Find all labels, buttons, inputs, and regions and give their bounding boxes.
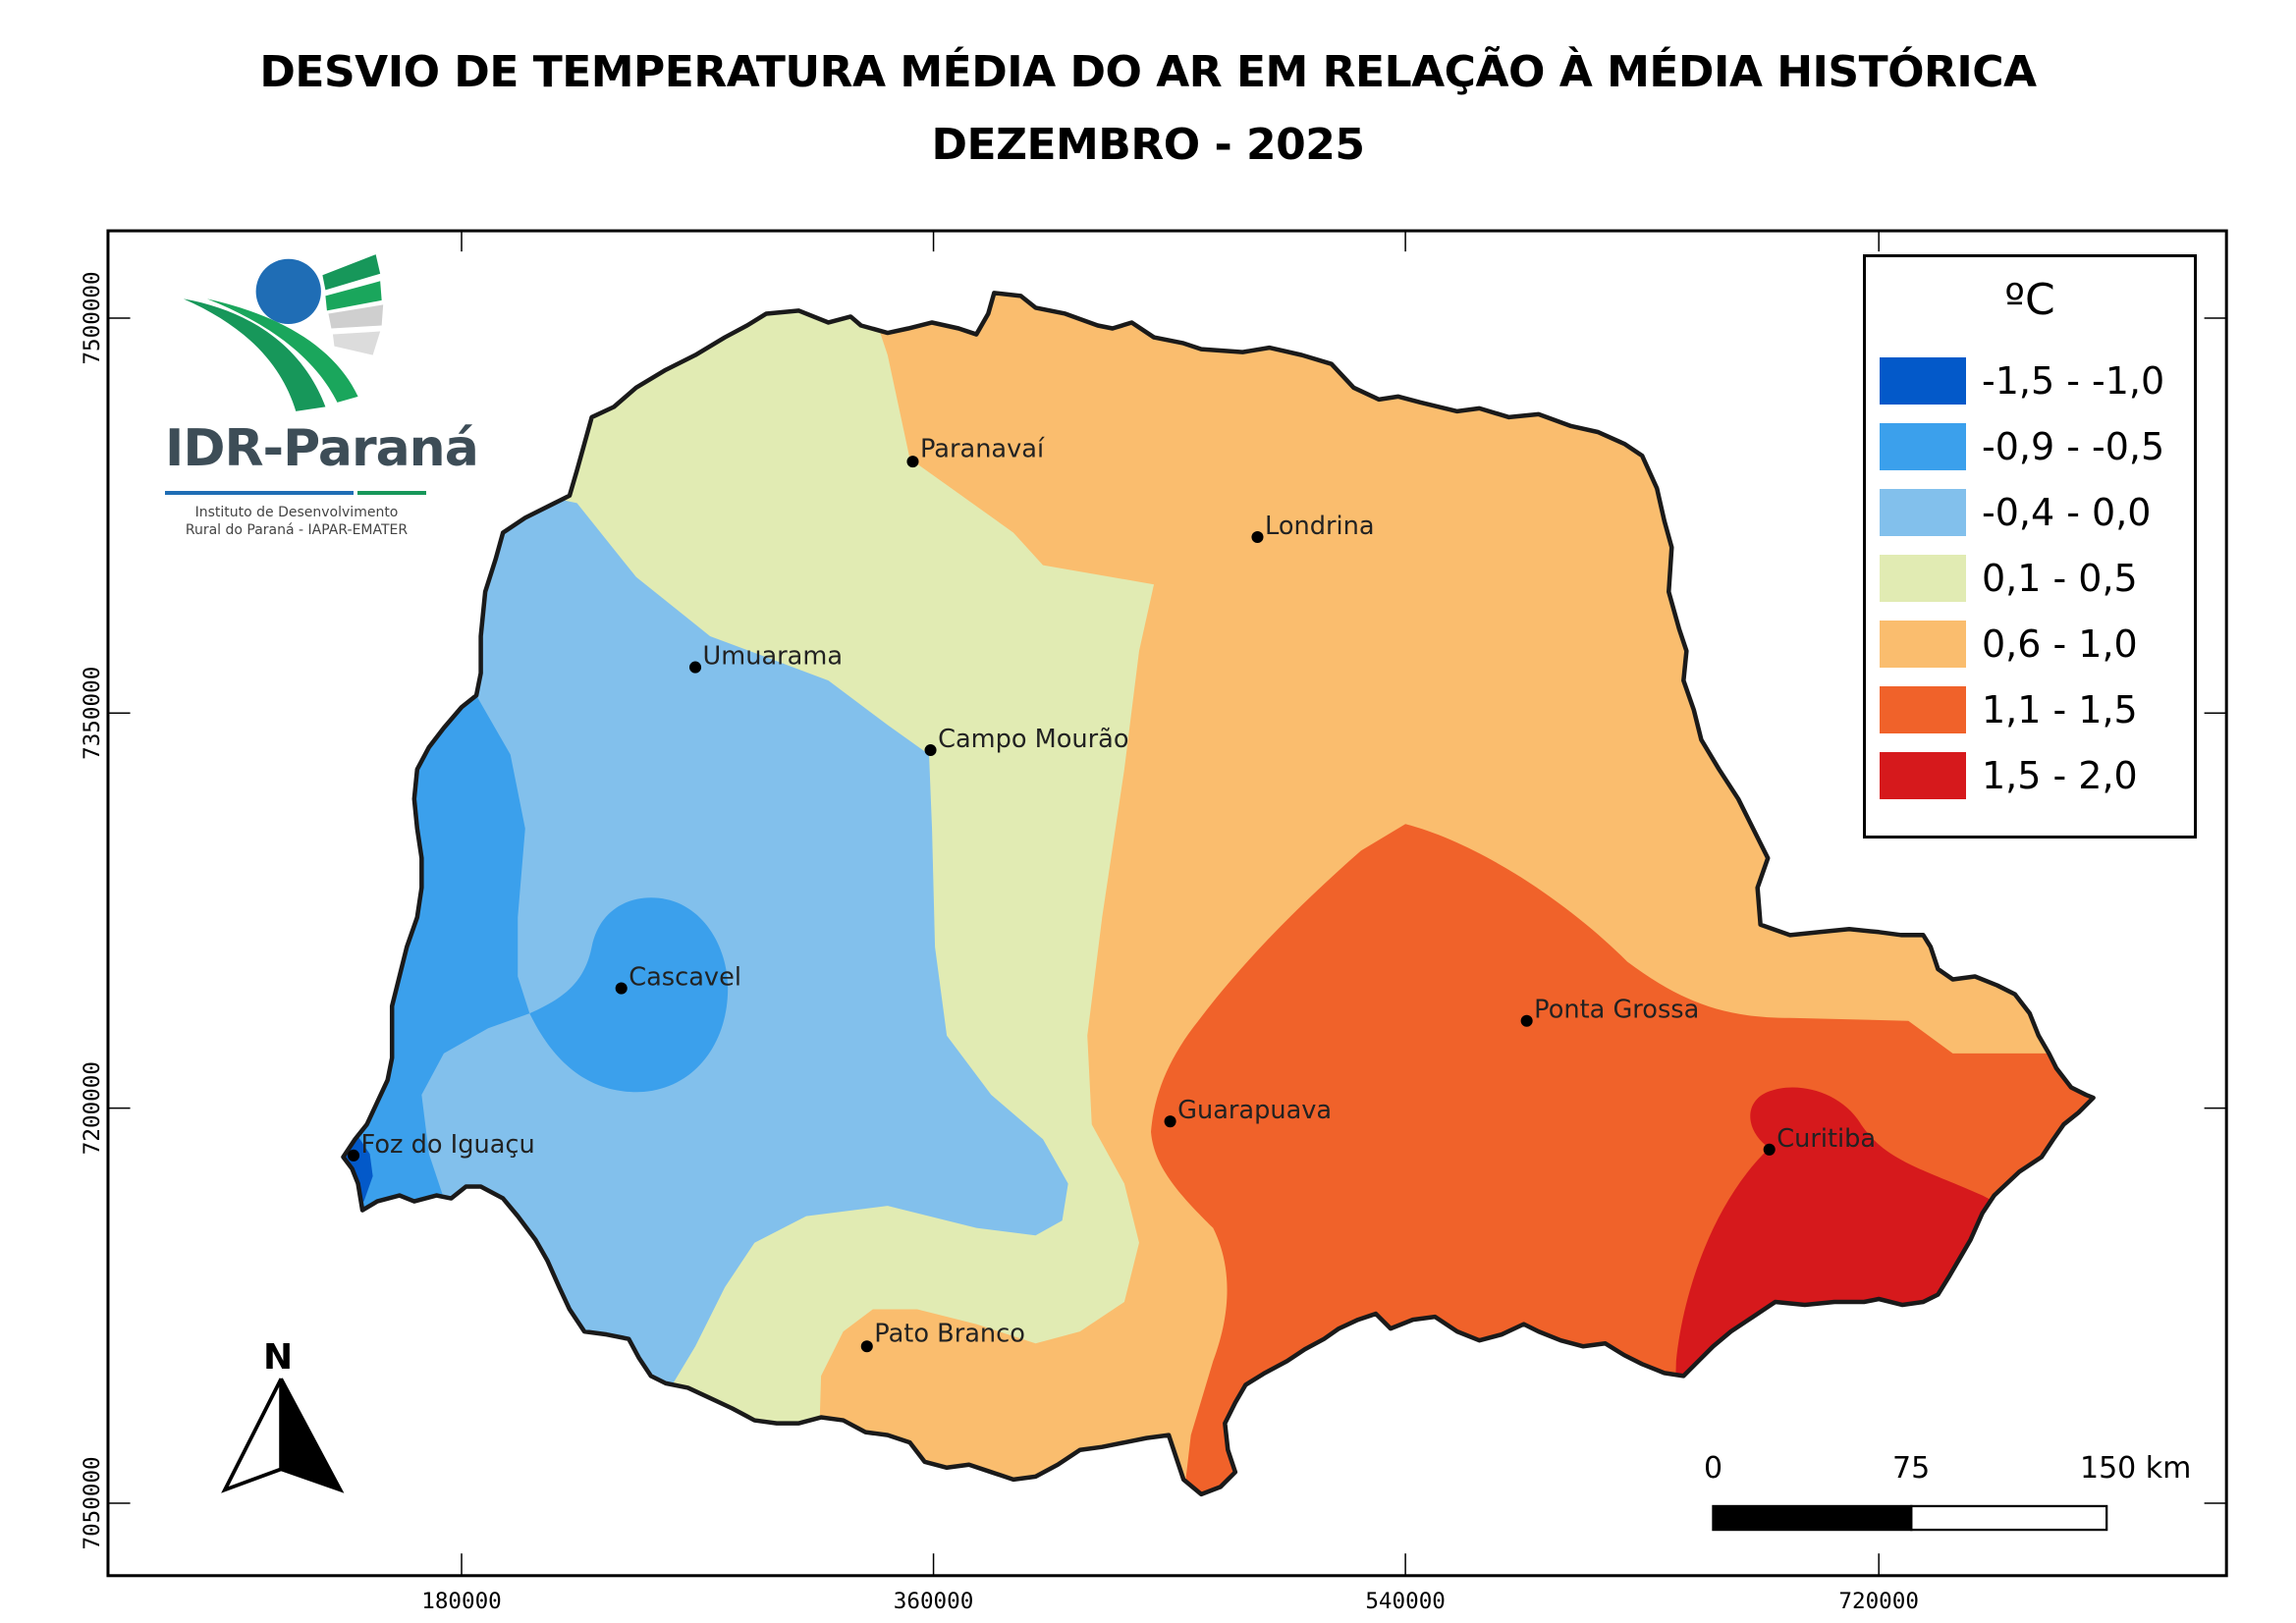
city-label: Pato Branco	[874, 1320, 1025, 1349]
city-label: Foz do Iguaçu	[361, 1130, 535, 1160]
city-label: Umuarama	[703, 642, 843, 672]
city-dot-icon	[906, 456, 919, 468]
logo-subtitle-line1: Instituto de Desenvolvimento	[194, 505, 399, 520]
scale-label-150: 150 km	[2080, 1451, 2192, 1486]
legend-label: 0,6 - 1,0	[1982, 622, 2138, 666]
legend-swatch	[1880, 621, 1966, 668]
city-guarapuava[interactable]: Guarapuava	[1164, 1096, 1333, 1128]
legend-item: 0,6 - 1,0	[1880, 621, 2138, 668]
x-tick-label: 720000	[1838, 1589, 1919, 1614]
scale-bar	[1712, 1504, 2108, 1532]
north-label: N	[263, 1337, 294, 1378]
legend-swatch	[1880, 752, 1966, 799]
north-arrow-icon	[221, 1378, 345, 1493]
city-foz-do-iguacu[interactable]: Foz do Iguaçu	[348, 1130, 535, 1162]
city-dot-icon	[689, 661, 702, 674]
legend-item: 1,5 - 2,0	[1880, 752, 2138, 799]
legend-item: 1,1 - 1,5	[1880, 686, 2138, 733]
logo-divider-blue	[165, 491, 354, 495]
map-title: DESVIO DE TEMPERATURA MÉDIA DO AR EM REL…	[259, 47, 2037, 97]
y-axis-labels: 7500000 7350000 7200000 7050000	[80, 271, 105, 1549]
city-dot-icon	[1520, 1014, 1533, 1027]
legend-title: ºC	[2004, 275, 2055, 325]
legend-swatch	[1880, 686, 1966, 733]
legend-label: -1,5 - -1,0	[1982, 359, 2165, 403]
x-tick-label: 360000	[894, 1589, 974, 1614]
legend-swatch	[1880, 357, 1966, 405]
city-londrina[interactable]: Londrina	[1251, 512, 1375, 544]
city-dot-icon	[348, 1149, 360, 1162]
scale-label-0: 0	[1704, 1451, 1723, 1486]
city-dot-icon	[1763, 1143, 1776, 1156]
legend-label: -0,4 - 0,0	[1982, 491, 2152, 534]
city-markers: Paranavaí Londrina Umuarama Campo Mourão…	[348, 435, 1876, 1353]
scale-label-75: 75	[1892, 1451, 1931, 1486]
city-dot-icon	[924, 743, 937, 756]
city-dot-icon	[1164, 1115, 1176, 1128]
legend-item: 0,1 - 0,5	[1880, 555, 2138, 602]
zone-cascavel-blob	[529, 897, 729, 1093]
y-tick-label: 7050000	[80, 1456, 105, 1549]
y-tick-label: 7200000	[80, 1061, 105, 1155]
map-subtitle: DEZEMBRO - 2025	[931, 120, 1365, 170]
map-frame	[106, 229, 2228, 1578]
city-label: Curitiba	[1777, 1124, 1876, 1154]
axis-ticks	[107, 231, 2227, 1576]
city-label: Guarapuava	[1177, 1096, 1332, 1125]
city-label: Ponta Grossa	[1534, 996, 1699, 1025]
idr-parana-logo-icon	[183, 254, 384, 411]
city-curitiba[interactable]: Curitiba	[1763, 1124, 1876, 1156]
city-dot-icon	[860, 1340, 873, 1353]
city-label: Londrina	[1265, 512, 1375, 541]
city-campo-mourao[interactable]: Campo Mourão	[924, 725, 1129, 756]
legend-swatch	[1880, 489, 1966, 536]
legend-label: -0,9 - -0,5	[1982, 425, 2165, 468]
city-cascavel[interactable]: Cascavel	[615, 963, 741, 995]
city-dot-icon	[615, 982, 628, 995]
legend-item: -0,4 - 0,0	[1880, 489, 2151, 536]
x-axis-labels: 180000 360000 540000 720000	[421, 1589, 1919, 1614]
city-label: Campo Mourão	[938, 725, 1128, 754]
legend-swatch	[1880, 555, 1966, 602]
city-pato-branco[interactable]: Pato Branco	[860, 1320, 1025, 1353]
x-tick-label: 540000	[1365, 1589, 1446, 1614]
legend-item: -0,9 - -0,5	[1880, 423, 2164, 470]
city-label: Paranavaí	[920, 435, 1045, 464]
logo-divider-green	[357, 491, 426, 495]
city-dot-icon	[1251, 530, 1264, 544]
city-umuarama[interactable]: Umuarama	[689, 642, 843, 674]
logo-name: IDR-Paraná	[165, 419, 479, 478]
legend-label: 1,1 - 1,5	[1982, 688, 2138, 731]
legend: ºC -1,5 - -1,0 -0,9 - -0,5 -0,4 - 0,0 0,…	[1863, 254, 2197, 839]
legend-swatch	[1880, 423, 1966, 470]
legend-label: 0,1 - 0,5	[1982, 557, 2138, 600]
y-tick-label: 7500000	[80, 271, 105, 364]
legend-label: 1,5 - 2,0	[1982, 754, 2138, 797]
city-label: Cascavel	[629, 963, 741, 993]
city-ponta-grossa[interactable]: Ponta Grossa	[1520, 996, 1700, 1027]
legend-item: -1,5 - -1,0	[1880, 357, 2164, 405]
y-tick-label: 7350000	[80, 667, 105, 760]
x-tick-label: 180000	[421, 1589, 502, 1614]
city-paranavai[interactable]: Paranavaí	[906, 435, 1045, 468]
logo-subtitle-line2: Rural do Paraná - IAPAR-EMATER	[185, 522, 409, 538]
